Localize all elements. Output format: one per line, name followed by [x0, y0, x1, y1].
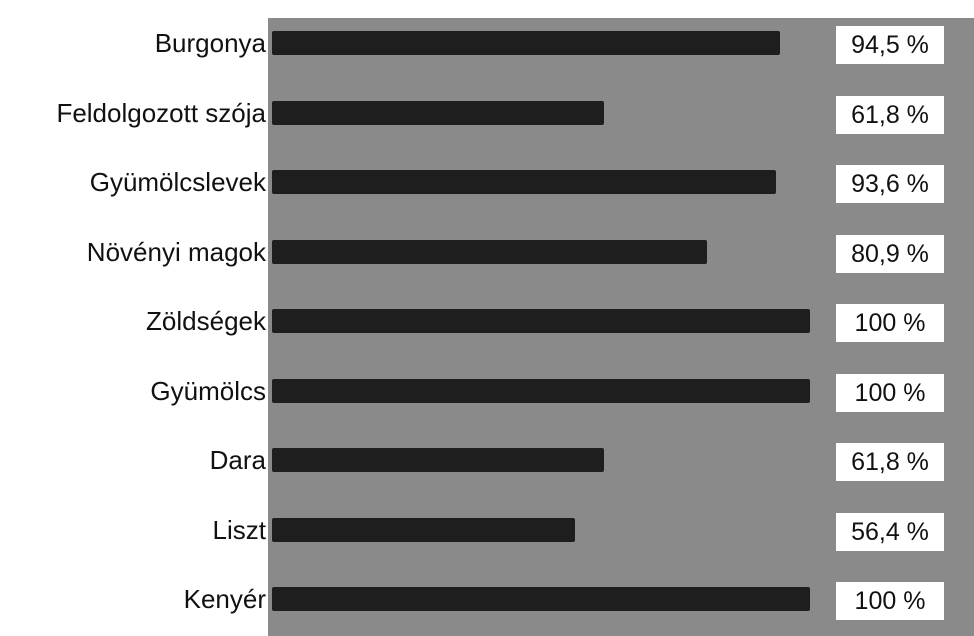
bar — [272, 517, 576, 542]
bar — [272, 239, 708, 264]
value-label: 56,4 % — [836, 512, 944, 551]
category-label: Növényi magok — [86, 236, 266, 267]
category-label: Gyümölcs — [150, 375, 266, 406]
bar — [272, 100, 605, 125]
value-label: 80,9 % — [836, 234, 944, 273]
category-label: Zöldségek — [146, 306, 266, 336]
category-label: Liszt — [212, 514, 266, 545]
value-label: 100 % — [836, 304, 944, 342]
value-label: 61,8 % — [836, 95, 944, 134]
value-label: 94,5 % — [836, 26, 944, 64]
bar — [272, 378, 810, 403]
category-label: Feldolgozott szója — [56, 97, 266, 128]
category-label-column — [0, 0, 268, 636]
category-label: Kenyér — [183, 584, 266, 614]
bar — [272, 170, 776, 194]
value-label: 93,6 % — [836, 165, 944, 203]
category-label: Burgonya — [154, 28, 266, 58]
bar — [272, 309, 810, 333]
value-label: 61,8 % — [836, 443, 944, 481]
value-label: 100 % — [836, 373, 944, 412]
value-label: 100 % — [836, 582, 944, 620]
bar — [272, 587, 810, 611]
bar — [272, 448, 605, 472]
category-label: Dara — [209, 445, 266, 475]
category-label: Gyümölcslevek — [89, 167, 266, 197]
bar — [272, 31, 781, 55]
